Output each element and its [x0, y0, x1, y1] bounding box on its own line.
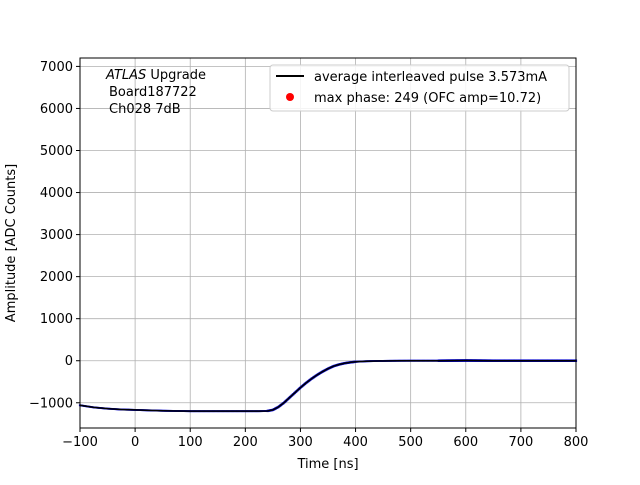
y-tick-label: 0 — [65, 354, 73, 369]
legend-marker-swatch — [286, 93, 294, 101]
legend: average interleaved pulse 3.573mA max ph… — [269, 64, 570, 112]
y-axis-ticks: −1000 0 1000 2000 3000 4000 5000 6000 7000 — [29, 60, 80, 411]
y-tick-label: 7000 — [40, 60, 73, 75]
x-tick-label: 500 — [398, 435, 423, 450]
x-tick-label: 600 — [453, 435, 478, 450]
y-tick-label: 3000 — [40, 228, 73, 243]
annotation-atlas: ATLAS — [105, 68, 146, 83]
x-tick-label: 700 — [508, 435, 533, 450]
x-tick-label: 300 — [288, 435, 313, 450]
legend-entry-max-phase: max phase: 249 (OFC amp=10.72) — [314, 91, 541, 106]
x-tick-label: 400 — [343, 435, 368, 450]
x-tick-label: 800 — [564, 435, 589, 450]
x-axis-ticks: −100 0 100 200 300 400 500 600 700 800 — [62, 428, 588, 450]
y-tick-label: 1000 — [40, 312, 73, 327]
annotation-upgrade: Upgrade — [146, 68, 206, 83]
legend-entry-average-pulse: average interleaved pulse 3.573mA — [314, 70, 547, 85]
y-tick-label: 6000 — [40, 102, 73, 117]
x-tick-label: 200 — [233, 435, 258, 450]
annotation-box: ATLAS Upgrade Board187722 Ch028 7dB — [105, 68, 206, 117]
y-tick-label: 5000 — [40, 144, 73, 159]
plot-frame — [79, 57, 577, 429]
y-tick-label: 4000 — [40, 186, 73, 201]
x-tick-label: 100 — [178, 435, 203, 450]
x-axis-label: Time [ns] — [296, 457, 358, 472]
x-tick-label: −100 — [62, 435, 98, 450]
y-axis-label: Amplitude [ADC Counts] — [4, 164, 19, 322]
y-tick-label: −1000 — [29, 396, 73, 411]
average-pulse-line — [79, 359, 576, 412]
series-lines — [79, 359, 576, 412]
annotation-line-3: Ch028 7dB — [109, 102, 181, 117]
annotation-line-1: ATLAS Upgrade — [105, 68, 206, 83]
x-tick-label: 0 — [131, 435, 139, 450]
legend-frame — [269, 64, 570, 112]
annotation-line-2: Board187722 — [109, 85, 197, 100]
y-tick-label: 2000 — [40, 270, 73, 285]
